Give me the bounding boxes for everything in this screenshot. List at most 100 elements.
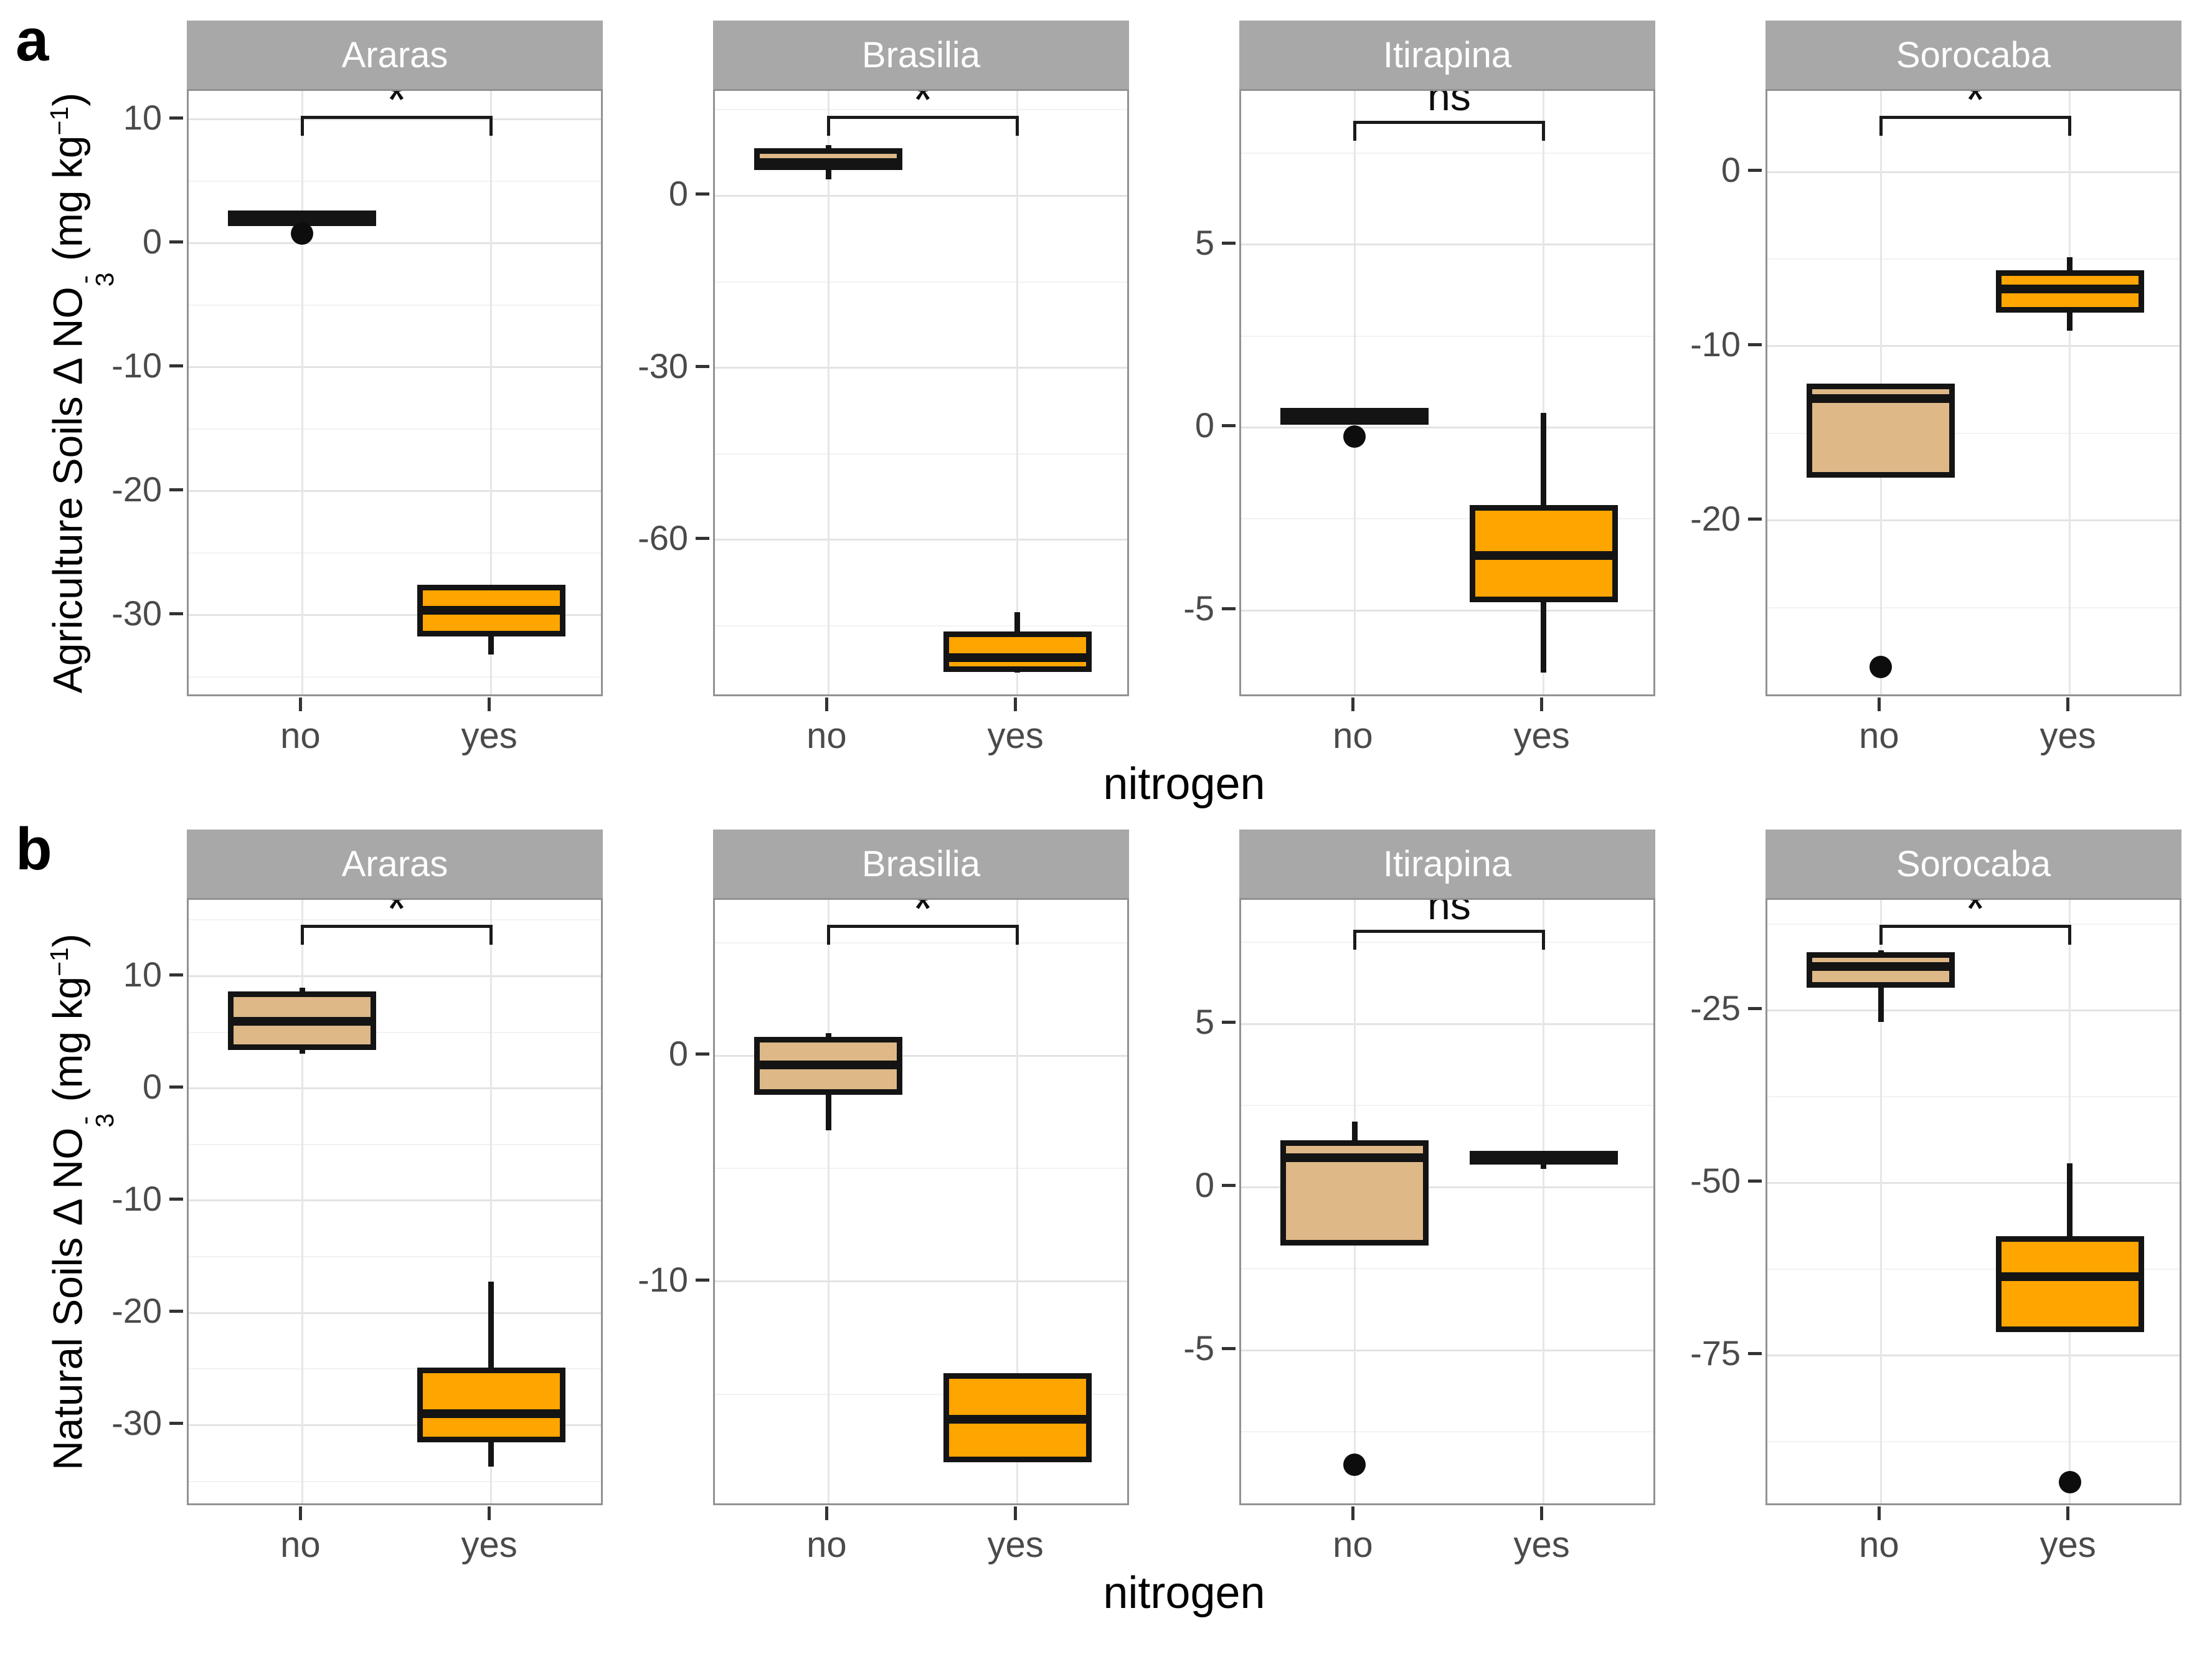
y-tick-label: -60 — [638, 518, 688, 557]
significance-bracket — [1353, 930, 1546, 950]
whisker-lower — [825, 1092, 831, 1130]
x-tick-label: no — [806, 716, 847, 756]
y-tick-mark — [696, 1278, 709, 1282]
gridline-minor — [189, 305, 601, 306]
gridline-minor — [189, 1143, 601, 1145]
y-tick-label: 0 — [1194, 1165, 1214, 1205]
gridline-minor — [189, 1368, 601, 1370]
facet-strip-label: Itirapina — [1382, 843, 1512, 884]
y-tick-label: 0 — [668, 174, 688, 214]
gridline-minor — [1241, 518, 1653, 520]
median-line — [1469, 1153, 1618, 1163]
y-tick-label: 10 — [123, 954, 162, 994]
x-tick-label: no — [1333, 716, 1373, 756]
y-tick-mark — [696, 1052, 709, 1056]
x-tick-label: no — [1859, 1525, 1899, 1565]
median-line — [754, 158, 903, 168]
gridline-major — [1241, 243, 1653, 246]
median-line — [1469, 551, 1618, 560]
y-tick-mark — [169, 1197, 183, 1201]
gridline-minor — [1767, 432, 2180, 434]
whisker-upper — [1351, 1122, 1358, 1143]
y-tick-label: -20 — [111, 469, 162, 509]
x-tick-label: no — [806, 1525, 847, 1565]
gridline-major — [1767, 345, 2180, 348]
x-tick-label: no — [1333, 1525, 1373, 1565]
facet-strip-label: Sorocaba — [1896, 843, 2051, 884]
gridline-major — [715, 367, 1127, 369]
gridline-vertical — [301, 900, 303, 1503]
x-tick-mark — [298, 697, 302, 711]
x-tick-label: no — [280, 1525, 321, 1565]
facet-panel: * — [1765, 89, 2181, 696]
gridline-major — [1767, 1354, 2180, 1356]
gridline-minor — [1767, 1268, 2180, 1270]
gridline-minor — [1767, 1095, 2180, 1097]
gridline-vertical — [1543, 900, 1545, 1503]
whisker-lower — [1541, 1161, 1547, 1170]
y-tick-label: 0 — [142, 1066, 162, 1106]
gridline-minor — [715, 1393, 1127, 1395]
facet-strip: Araras — [187, 21, 603, 89]
x-tick-mark — [1540, 697, 1544, 711]
gridline-vertical — [490, 900, 493, 1503]
gridline-major — [715, 1280, 1127, 1283]
y-tick-label: -25 — [1690, 988, 1741, 1028]
significance-label: * — [1965, 898, 1986, 938]
gridline-minor — [189, 676, 601, 678]
y-tick-label: -20 — [111, 1291, 162, 1331]
y-tick-mark — [1748, 343, 1762, 346]
facet-strip: Brasilia — [713, 21, 1129, 89]
gridline-minor — [189, 1031, 601, 1033]
x-tick-mark — [825, 1506, 828, 1520]
x-tick-mark — [488, 1506, 491, 1520]
gridline-minor — [1241, 942, 1653, 943]
median-line — [417, 605, 565, 615]
y-tick-label: 0 — [668, 1034, 688, 1074]
y-tick-mark — [169, 1310, 183, 1313]
y-tick-mark — [1222, 241, 1236, 245]
x-tick-label: yes — [1513, 716, 1570, 756]
gridline-vertical — [490, 91, 493, 694]
gridline-vertical — [1543, 91, 1545, 694]
significance-label: * — [1965, 89, 1986, 129]
whisker-upper — [299, 987, 305, 995]
facet-strip: Itirapina — [1239, 830, 1655, 898]
median-line — [943, 653, 1092, 662]
y-tick-mark — [1748, 1007, 1762, 1011]
y-tick-mark — [696, 364, 709, 368]
whisker-lower — [488, 1439, 494, 1467]
y-tick-mark — [169, 612, 183, 615]
outlier-point — [1343, 1453, 1366, 1476]
gridline-vertical — [1879, 900, 1882, 1503]
gridline-major — [1767, 1009, 2180, 1011]
significance-bracket — [1879, 116, 2072, 136]
y-axis-title-part: 3 — [90, 1113, 119, 1128]
gridline-vertical — [1016, 900, 1019, 1503]
x-tick-label: yes — [461, 1525, 518, 1565]
y-tick-mark — [1222, 607, 1236, 611]
significance-label: * — [912, 89, 933, 129]
panel-letter: b — [16, 816, 52, 882]
whisker-upper — [2067, 257, 2073, 273]
gridline-minor — [1241, 1268, 1653, 1270]
y-tick-label: -10 — [111, 1178, 162, 1218]
gridline-minor — [1767, 258, 2180, 260]
gridline-minor — [1241, 335, 1653, 337]
gridline-minor — [715, 1168, 1127, 1170]
significance-label: * — [386, 89, 407, 129]
y-tick-label: 0 — [1194, 405, 1214, 445]
x-tick-mark — [825, 697, 828, 711]
y-tick-label: -30 — [111, 593, 162, 633]
y-tick-mark — [1748, 517, 1762, 521]
gridline-major — [1241, 426, 1653, 428]
y-tick-label: 10 — [123, 97, 162, 137]
whisker-lower — [1541, 599, 1547, 673]
y-tick-label: 0 — [1721, 150, 1741, 190]
gridline-vertical — [827, 91, 830, 694]
x-tick-label: yes — [461, 716, 518, 756]
facet-strip: Itirapina — [1239, 21, 1655, 89]
significance-label: ns — [1427, 898, 1471, 928]
gridline-vertical — [1353, 91, 1356, 694]
facet-strip: Brasilia — [713, 830, 1129, 898]
